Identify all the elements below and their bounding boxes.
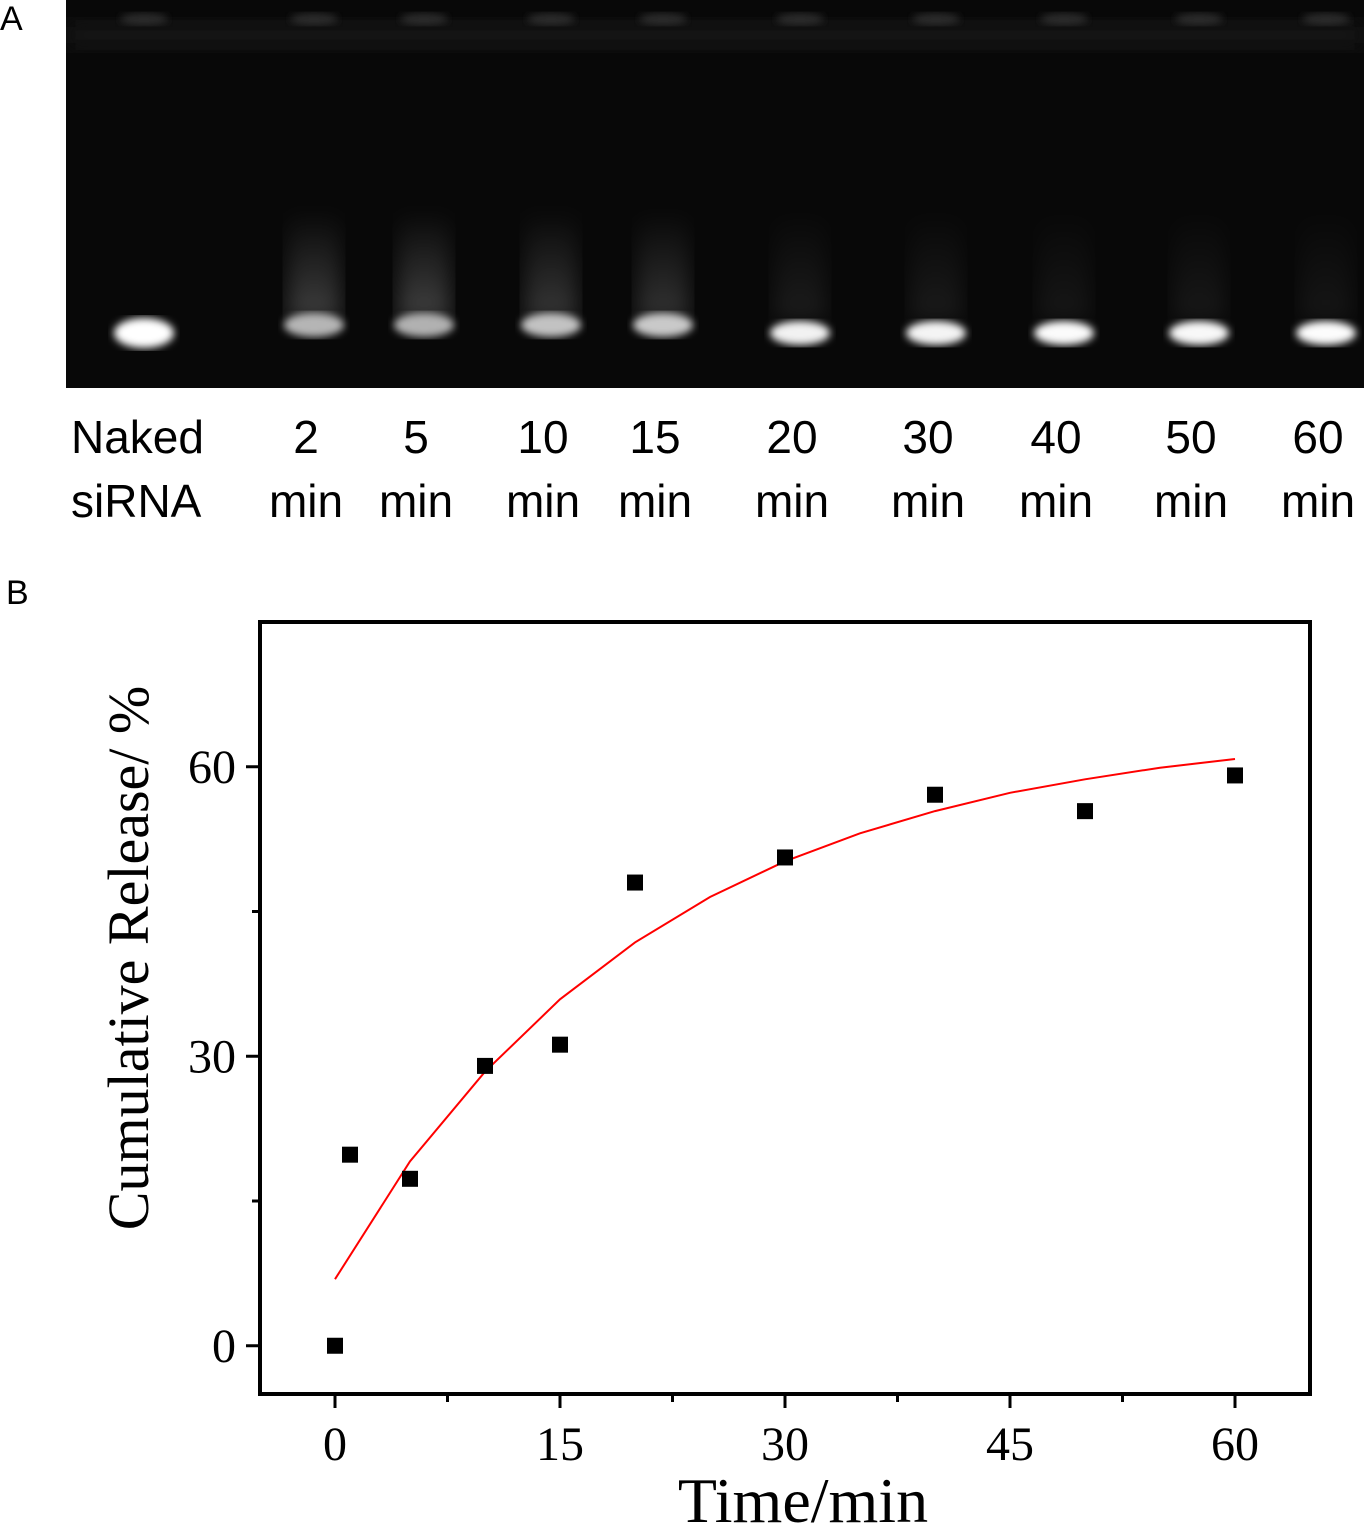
gel-lane [633,13,693,337]
lane-label: Naked siRNA [71,405,204,533]
gel-lane [1169,13,1229,345]
y-tick-label: 0 [212,1320,236,1373]
gel-lane [1034,13,1094,345]
y-axis-title: Cumulative Release/ % [96,686,161,1230]
lane-label-line1: 20 [766,411,818,463]
sirna-band [633,313,693,337]
sirna-band [284,313,344,337]
lane-label-line1: 5 [403,411,429,463]
data-point [342,1146,358,1163]
well-mark [290,13,338,25]
data-point [927,786,943,803]
lane-label: 10 min [478,405,608,533]
gel-lane [114,13,174,348]
sirna-band [770,321,830,345]
lane-label-line2: min [890,475,966,527]
lane-label-line1: Naked [71,411,204,463]
well-mark [527,13,575,25]
data-point [552,1036,568,1053]
x-tick-label: 0 [323,1418,347,1471]
data-point [402,1170,418,1187]
sirna-band [394,313,454,337]
data-point [327,1337,343,1354]
lane-label-line2: siRNA [71,475,202,527]
x-tick-label: 30 [761,1418,809,1471]
x-tick-label: 60 [1211,1418,1259,1471]
fit-curve [334,758,1236,1280]
sirna-band [1296,321,1356,345]
sirna-band [906,321,966,345]
lane-label-line2: min [378,475,454,527]
y-tick-label: 60 [188,741,236,794]
sirna-band [1034,321,1094,345]
lane-label-line2: min [617,475,693,527]
well-mark [776,13,824,25]
lane-label: 20 min [727,405,857,533]
lane-label-line1: 15 [629,411,681,463]
lane-label: 60 min [1253,405,1364,533]
lane-label: 40 min [991,405,1121,533]
lane-label-line2: min [505,475,581,527]
x-tick-label: 15 [536,1418,584,1471]
gel-lane [394,13,454,337]
lane-label-line2: min [1280,475,1356,527]
well-mark [1040,13,1088,25]
panel-a-letter: A [0,0,23,38]
well-mark [400,13,448,25]
x-axis-title: Time/min [678,1465,928,1530]
gel-lane [906,13,966,345]
lane-label-line2: min [754,475,830,527]
lane-label: 15 min [590,405,720,533]
well-mark [120,13,168,25]
lane-label: 5 min [351,405,481,533]
lane-label-line2: min [1153,475,1229,527]
gel-lane [521,13,581,337]
sirna-band [1169,321,1229,345]
well-mark [912,13,960,25]
gel-lane [1296,13,1356,345]
well-mark [1302,13,1350,25]
release-chart: 0 15 30 45 60 0 30 60 Time/min Cumulative Rele… [96,620,1312,1530]
plot-frame [258,620,1312,1396]
well-mark [639,13,687,25]
lane-label-line1: 40 [1030,411,1082,463]
lane-label-line1: 50 [1165,411,1217,463]
well-mark [1175,13,1223,25]
gel-lane [284,13,344,337]
data-point [627,874,643,891]
data-point [477,1057,493,1074]
lane-label-line1: 30 [902,411,954,463]
lane-label: 50 min [1126,405,1256,533]
y-tick-label: 30 [188,1030,236,1083]
lane-label: 2 min [241,405,371,533]
sirna-band [114,318,174,348]
panel-b-letter: B [6,574,29,612]
sirna-band [521,313,581,337]
data-point [1227,767,1243,784]
gel-lane [770,13,830,345]
data-point [1077,803,1093,820]
lane-label-line2: min [268,475,344,527]
lane-label-line2: min [1018,475,1094,527]
lane-label-line1: 2 [293,411,319,463]
lane-label-line1: 60 [1292,411,1344,463]
lane-label-line1: 10 [517,411,569,463]
x-tick-label: 45 [986,1418,1034,1471]
data-point [777,849,793,866]
lane-label: 30 min [863,405,993,533]
gel-electrophoresis-image [66,0,1364,388]
